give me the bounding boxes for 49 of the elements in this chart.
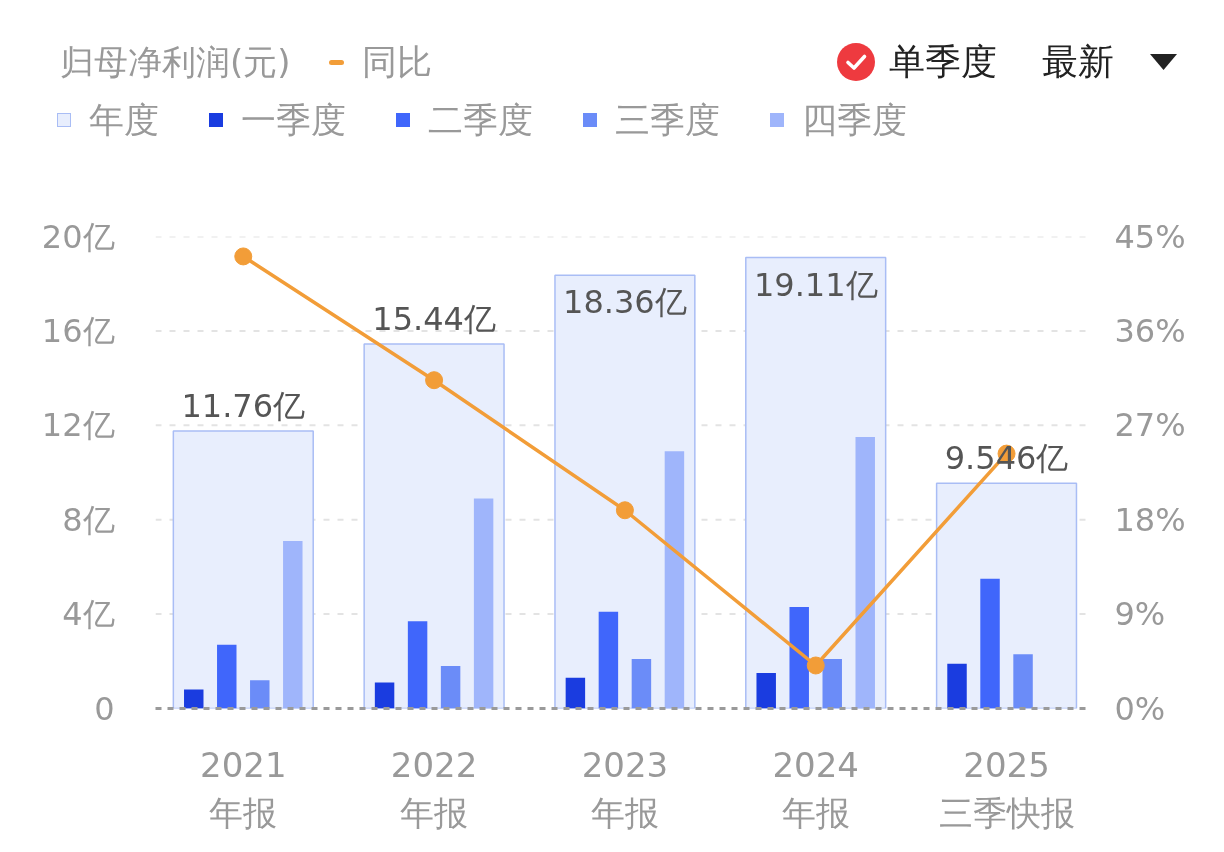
- chart-title: 归母净利润(元): [60, 42, 291, 82]
- legend-label: 一季度: [241, 99, 346, 140]
- point: [234, 247, 253, 266]
- point: [615, 501, 634, 520]
- bar: [184, 689, 204, 709]
- data-label: 19.11亿: [753, 265, 878, 304]
- data-label: 15.44亿: [372, 300, 496, 339]
- y2-tick-label: 45%: [1114, 217, 1186, 256]
- legend-label: 同比: [361, 41, 432, 82]
- x-tick-label: 2023 年报: [581, 744, 669, 833]
- bar: [756, 673, 776, 709]
- y2-tick-label: 18%: [1114, 500, 1186, 539]
- bar: [789, 607, 809, 709]
- bar: [947, 663, 967, 709]
- legend-label: 年度: [89, 99, 159, 140]
- bar: [250, 680, 270, 709]
- text: 最新: [1042, 41, 1114, 82]
- bar: [1013, 654, 1033, 709]
- bar: [980, 578, 1000, 709]
- x-tick-label: 2024 年报: [772, 744, 859, 833]
- bar: [407, 621, 428, 709]
- data-label: 18.36亿: [563, 283, 687, 322]
- y2-tick-label: 27%: [1114, 406, 1186, 445]
- y2-tick-label: 36%: [1114, 311, 1186, 350]
- text: 单季度: [889, 41, 997, 82]
- y-tick-label: 4亿: [62, 595, 115, 634]
- bar: [440, 666, 461, 709]
- legend-label: 四季度: [802, 99, 907, 140]
- y2-tick-label: 9%: [1114, 595, 1166, 634]
- x-tick-label: 2025 三季快报: [938, 744, 1075, 833]
- bar: [822, 658, 842, 709]
- point: [425, 371, 444, 390]
- point: [806, 656, 825, 675]
- legend-label: 三季度: [615, 99, 720, 140]
- y2-tick-label: 0%: [1114, 689, 1166, 728]
- y-tick-label: 12亿: [41, 406, 115, 445]
- y-tick-label: 16亿: [41, 311, 115, 350]
- y-tick-label: 20亿: [41, 217, 115, 256]
- bar: [598, 611, 619, 709]
- x-tick-label: 2021 年报: [200, 744, 287, 833]
- data-label: 11.76亿: [181, 386, 306, 425]
- bar: [565, 677, 586, 709]
- bar: [631, 658, 652, 709]
- legend-label: 二季度: [428, 99, 533, 140]
- y-tick-label: 0: [94, 689, 115, 728]
- bar: [374, 682, 395, 709]
- y-tick-label: 8亿: [62, 500, 115, 539]
- x-tick-label: 2022 年报: [390, 744, 478, 833]
- bar: [217, 644, 237, 709]
